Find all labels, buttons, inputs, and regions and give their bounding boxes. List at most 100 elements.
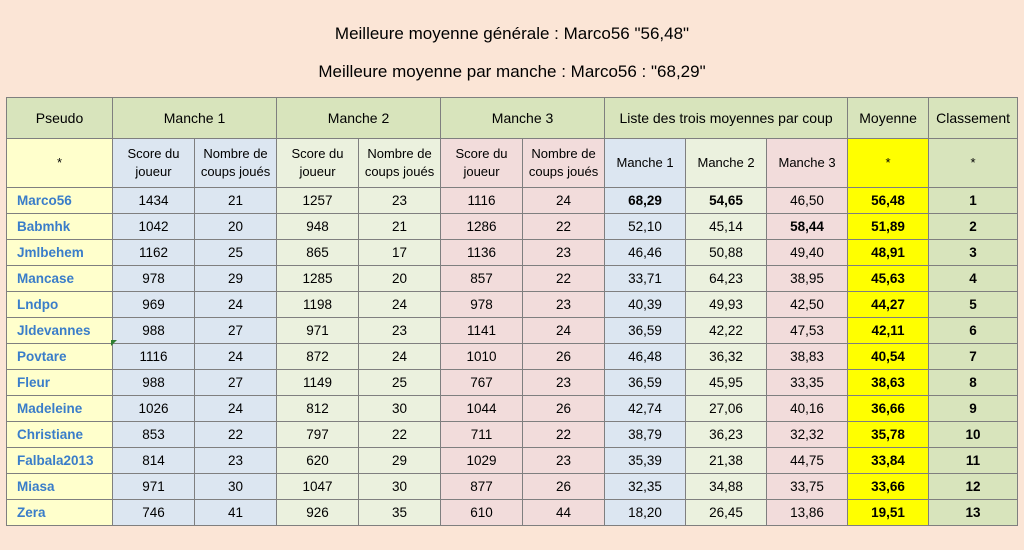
- cell-score-m1: 988: [112, 317, 195, 344]
- cell-coups-m2: 22: [358, 421, 442, 448]
- cell-avg-m2: 34,88: [685, 473, 768, 500]
- cell-pseudo: Marco56: [6, 187, 113, 214]
- cell-avg-m2: 54,65: [685, 187, 768, 214]
- cell-score-m1: 969: [112, 291, 195, 318]
- cell-classement: 5: [928, 291, 1019, 318]
- subheader-coups-m3: Nombre de coups joués: [522, 138, 606, 188]
- table-row: Mancase 978 29 1285 20 857 22 33,71 64,23 38,95 45…: [6, 265, 1019, 292]
- subheader-coups-m1: Nombre de coups joués: [193, 138, 278, 188]
- header-classement: Classement: [928, 97, 1019, 139]
- cell-coups-m3: 22: [522, 421, 606, 448]
- cell-coups-m2: 23: [358, 317, 442, 344]
- cell-avg-m1: 32,35: [604, 473, 687, 500]
- cell-classement: 2: [928, 213, 1019, 240]
- cell-moyenne: 35,78: [847, 421, 930, 448]
- cell-moyenne: 51,89: [847, 213, 930, 240]
- title-best-overall-average: Meilleure moyenne générale : Marco56 "56…: [334, 24, 690, 43]
- cell-moyenne: 38,63: [847, 369, 930, 396]
- cell-avg-m2: 42,22: [685, 317, 768, 344]
- cell-classement: 7: [928, 343, 1019, 370]
- cell-avg-m3: 13,86: [766, 499, 849, 526]
- table-row: Miasa 971 30 1047 30 877 26 32,35 34,88 33,75 33,6…: [6, 473, 1019, 500]
- cell-avg-m1: 38,79: [604, 421, 687, 448]
- cell-avg-m1: 42,74: [604, 395, 687, 422]
- cell-score-m2: 620: [276, 447, 360, 474]
- cell-avg-m2: 26,45: [685, 499, 768, 526]
- cell-coups-m3: 44: [522, 499, 606, 526]
- cell-classement: 8: [928, 369, 1019, 396]
- cell-avg-m1: 46,48: [604, 343, 687, 370]
- cell-avg-m3: 33,35: [766, 369, 849, 396]
- subheader-classement-star: *: [928, 138, 1019, 188]
- cell-avg-m3: 40,16: [766, 395, 849, 422]
- cell-avg-m2: 21,38: [685, 447, 768, 474]
- header-manche-2: Manche 2: [276, 97, 442, 139]
- cell-avg-m1: 52,10: [604, 213, 687, 240]
- cell-coups-m1: 30: [193, 473, 278, 500]
- header-manche-1: Manche 1: [111, 97, 278, 139]
- subheader-coups-m2: Nombre de coups joués: [358, 138, 442, 188]
- cell-avg-m2: 64,23: [685, 265, 768, 292]
- cell-avg-m1: 35,39: [604, 447, 687, 474]
- cell-coups-m1: 25: [193, 239, 278, 266]
- cell-coups-m1: 29: [193, 265, 278, 292]
- table-row: Marco56 1434 21 1257 23 1116 24 68,29 54,65 46,50…: [6, 187, 1019, 214]
- cell-score-m1: 988: [112, 369, 195, 396]
- cell-score-m2: 812: [276, 395, 360, 422]
- cell-avg-m1: 18,20: [604, 499, 687, 526]
- cell-moyenne: 40,54: [847, 343, 930, 370]
- subheader-row: * Score du joueur Nombre de coups joués …: [6, 138, 1019, 188]
- cell-coups-m3: 23: [522, 239, 606, 266]
- cell-coups-m1: 21: [193, 187, 278, 214]
- cell-moyenne: 42,11: [847, 317, 930, 344]
- cell-score-m2: 797: [276, 421, 360, 448]
- cell-coups-m1: 27: [193, 369, 278, 396]
- header-row: Pseudo Manche 1 Manche 2 Manche 3 Liste …: [6, 97, 1019, 139]
- cell-coups-m2: 25: [358, 369, 442, 396]
- subheader-avg-m3: Manche 3: [766, 138, 849, 188]
- cell-coups-m2: 30: [358, 473, 442, 500]
- cell-coups-m3: 23: [522, 291, 606, 318]
- cell-classement: 3: [928, 239, 1019, 266]
- cell-avg-m3: 38,95: [766, 265, 849, 292]
- cell-avg-m3: 46,50: [766, 187, 849, 214]
- cell-score-m2: 971: [276, 317, 360, 344]
- cell-score-m1: 1042: [112, 213, 195, 240]
- subheader-avg-m2: Manche 2: [685, 138, 768, 188]
- cell-score-m3: 1029: [440, 447, 524, 474]
- cell-coups-m2: 21: [358, 213, 442, 240]
- cell-coups-m3: 24: [522, 317, 606, 344]
- cell-score-m2: 865: [276, 239, 360, 266]
- cell-classement: 13: [928, 499, 1019, 526]
- cell-score-m3: 1141: [440, 317, 524, 344]
- header-moyenne: Moyenne: [847, 97, 930, 139]
- cell-avg-m1: 68,29: [604, 187, 687, 214]
- subheader-pseudo-star: *: [6, 138, 113, 188]
- cell-coups-m2: 30: [358, 395, 442, 422]
- cell-score-m1: 814: [112, 447, 195, 474]
- cell-classement: 9: [928, 395, 1019, 422]
- cell-avg-m1: 46,46: [604, 239, 687, 266]
- cell-avg-m3: 38,83: [766, 343, 849, 370]
- cell-classement: 1: [928, 187, 1019, 214]
- cell-score-m3: 877: [440, 473, 524, 500]
- header-pseudo: Pseudo: [6, 97, 113, 139]
- cell-score-m1: 746: [112, 499, 195, 526]
- cell-coups-m2: 17: [358, 239, 442, 266]
- cell-pseudo: Madeleine: [6, 395, 113, 422]
- cell-score-m3: 1044: [440, 395, 524, 422]
- cell-coups-m1: 22: [193, 421, 278, 448]
- cell-classement: 6: [928, 317, 1019, 344]
- cell-avg-m1: 36,59: [604, 369, 687, 396]
- cell-moyenne: 56,48: [847, 187, 930, 214]
- cell-pseudo: Povtare: [6, 343, 113, 370]
- cell-comment-marker: [111, 340, 117, 346]
- cell-moyenne: 45,63: [847, 265, 930, 292]
- cell-moyenne: 44,27: [847, 291, 930, 318]
- cell-avg-m3: 33,75: [766, 473, 849, 500]
- cell-score-m3: 767: [440, 369, 524, 396]
- table-row: Fleur 988 27 1149 25 767 23 36,59 45,95 33,35 38,6…: [6, 369, 1019, 396]
- cell-pseudo: Jmlbehem: [6, 239, 113, 266]
- cell-score-m1: 1434: [112, 187, 195, 214]
- cell-score-m2: 1198: [276, 291, 360, 318]
